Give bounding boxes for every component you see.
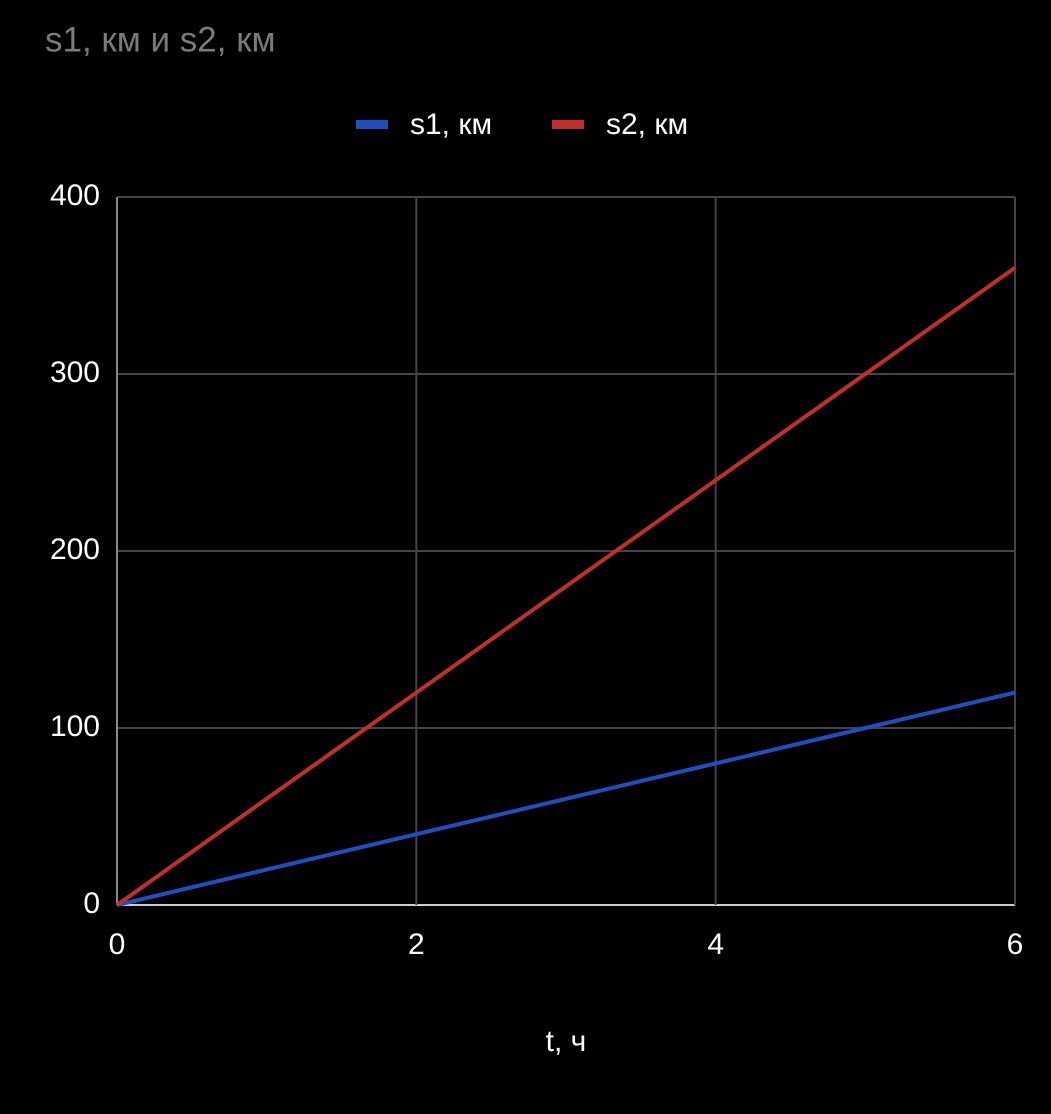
x-tick-label: 2: [408, 928, 425, 961]
x-tick-label: 6: [1007, 928, 1024, 961]
x-tick-label: 4: [707, 928, 724, 961]
series-line: [116, 690, 1016, 907]
y-tick-label: 0: [83, 887, 100, 920]
x-tick-label: 0: [109, 928, 126, 961]
legend-swatch: [356, 120, 388, 129]
y-tick-label: 100: [50, 710, 100, 743]
chart-title: s1, км и s2, км: [45, 20, 276, 59]
legend-label: s1, км: [410, 108, 492, 141]
y-tick-label: 400: [50, 179, 100, 212]
y-tick-label: 200: [50, 533, 100, 566]
legend-swatch: [552, 120, 584, 129]
y-tick-label: 300: [50, 356, 100, 389]
legend-label: s2, км: [606, 108, 688, 141]
series-line: [115, 266, 1017, 907]
x-axis-title: t, ч: [546, 1025, 587, 1058]
